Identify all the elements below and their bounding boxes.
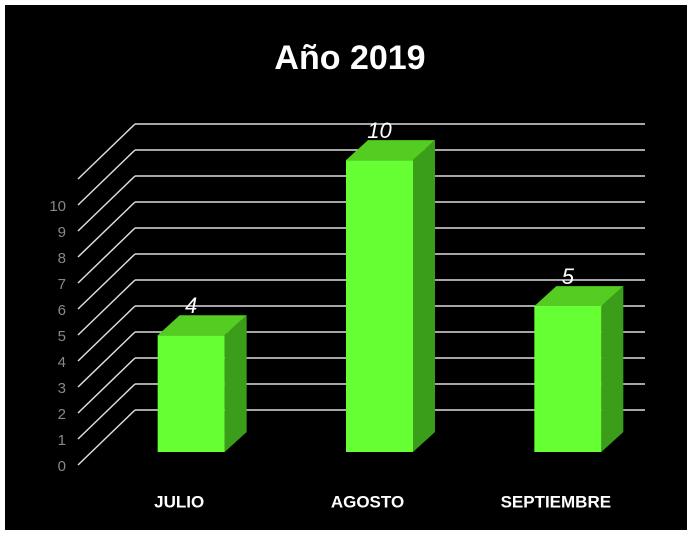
grid-line	[77, 279, 136, 336]
bar-top	[157, 315, 247, 336]
y-tick-label: 9	[58, 224, 66, 241]
y-tick-label: 7	[58, 276, 66, 293]
grid-line	[77, 253, 136, 310]
bar-side	[224, 315, 247, 452]
bar-top	[346, 140, 435, 161]
value-label: 10	[367, 118, 392, 143]
x-tick-label: SEPTIEMBRE	[501, 492, 612, 511]
grid-line	[77, 149, 136, 206]
grid-line	[77, 331, 136, 388]
grid-line	[77, 123, 136, 180]
x-tick-label: JULIO	[154, 492, 204, 511]
y-tick-label: 6	[58, 302, 66, 319]
grid-line	[77, 175, 136, 232]
grid-line	[77, 357, 136, 414]
grid-line	[77, 409, 136, 466]
y-tick-label: 0	[58, 458, 66, 475]
y-tick-label: 2	[58, 406, 66, 423]
grid-line	[77, 305, 136, 362]
y-tick-label: 4	[58, 354, 66, 371]
x-tick-label: AGOSTO	[331, 492, 404, 511]
y-tick-label: 8	[58, 250, 66, 267]
y-tick-label: 10	[49, 198, 66, 215]
bar	[346, 160, 413, 452]
value-label: 5	[562, 264, 575, 289]
bar	[534, 306, 602, 452]
grid-line	[77, 227, 136, 284]
y-tick-label: 1	[58, 432, 66, 449]
bar-top	[534, 286, 624, 307]
chart-title: Año 2019	[274, 39, 425, 77]
value-label: 4	[185, 293, 197, 318]
bar-side	[413, 140, 435, 452]
y-tick-label: 5	[58, 328, 66, 345]
grid-line	[77, 201, 136, 258]
y-tick-label: 3	[58, 380, 66, 397]
bar-side	[601, 286, 624, 452]
bar	[157, 335, 225, 452]
grid-line	[77, 383, 136, 440]
